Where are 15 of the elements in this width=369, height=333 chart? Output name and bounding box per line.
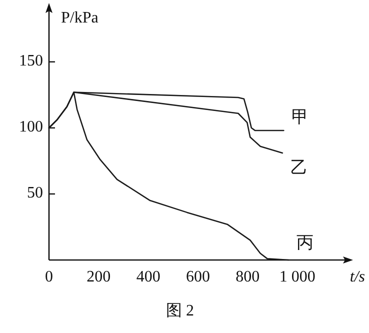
ytick: 150 (19, 52, 43, 70)
ylabel: P/kPa (61, 10, 98, 27)
xtick: 1 000 (279, 268, 316, 286)
ytick: 100 (19, 118, 43, 136)
xtick: 0 (45, 268, 53, 286)
annotation: 图 2 (166, 302, 194, 320)
series-label: 丙 (296, 232, 314, 252)
xtick: 800 (236, 268, 260, 286)
ytick: 50 (27, 184, 43, 202)
xtick: 600 (186, 268, 210, 286)
series-label: 乙 (290, 158, 308, 177)
series-label: 甲 (292, 107, 309, 126)
xtick: 200 (86, 268, 111, 286)
xtick: 400 (136, 268, 160, 286)
xlabel: t/s (350, 268, 365, 286)
